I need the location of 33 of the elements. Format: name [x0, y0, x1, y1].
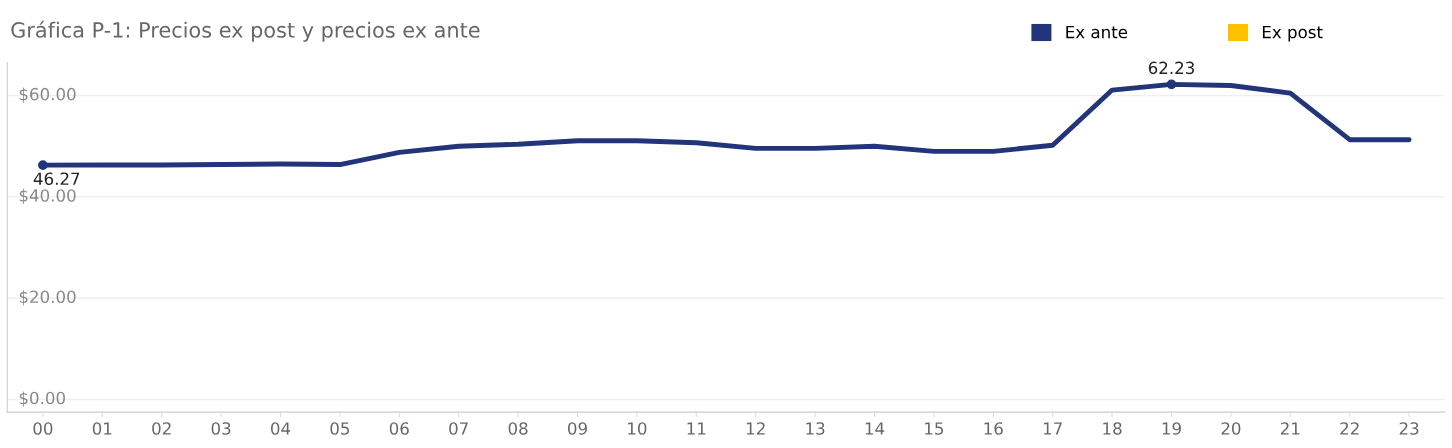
y-tick-label: $40.00: [19, 188, 76, 204]
x-tick-label: 17: [1043, 422, 1062, 435]
x-tick-label: 18: [1103, 422, 1122, 435]
x-tick-label: 06: [389, 422, 409, 435]
x-tick-label: 01: [92, 422, 112, 435]
x-tick-label: 11: [687, 422, 706, 435]
x-tick-label: 14: [865, 422, 885, 435]
data-label: 46.27: [33, 172, 80, 186]
x-tick-label: 13: [806, 422, 825, 435]
x-tick-label: 07: [449, 422, 468, 435]
y-tick-label: $60.00: [19, 87, 76, 103]
x-tick-label: 20: [1221, 422, 1241, 435]
x-tick-label: 19: [1162, 422, 1181, 435]
legend-label: Ex ante: [1066, 25, 1128, 39]
x-tick-label: 02: [152, 422, 171, 435]
x-tick-label: 04: [270, 422, 291, 435]
x-tick-label: 12: [746, 422, 765, 435]
x-tick-label: 08: [508, 422, 528, 435]
x-tick-label: 21: [1280, 422, 1300, 435]
x-tick-label: 10: [628, 422, 647, 435]
x-tick-label: 05: [330, 422, 350, 435]
chart-title: Gráfica P-1: Precios ex post y precios ex ante: [11, 20, 480, 42]
x-tick-label: 09: [567, 422, 587, 435]
x-tick-label: 22: [1340, 422, 1359, 435]
legend-label: Ex post: [1262, 25, 1323, 42]
x-tick-label: 23: [1399, 422, 1419, 435]
x-tick-label: 03: [211, 422, 231, 435]
y-tick-label: $20.00: [19, 290, 76, 306]
x-tick-label: 00: [33, 422, 53, 435]
x-tick-label: 16: [984, 422, 1003, 435]
y-tick-label: $0.00: [19, 391, 65, 407]
x-tick-label: 15: [925, 422, 944, 435]
data-label: 62.23: [1148, 61, 1195, 75]
